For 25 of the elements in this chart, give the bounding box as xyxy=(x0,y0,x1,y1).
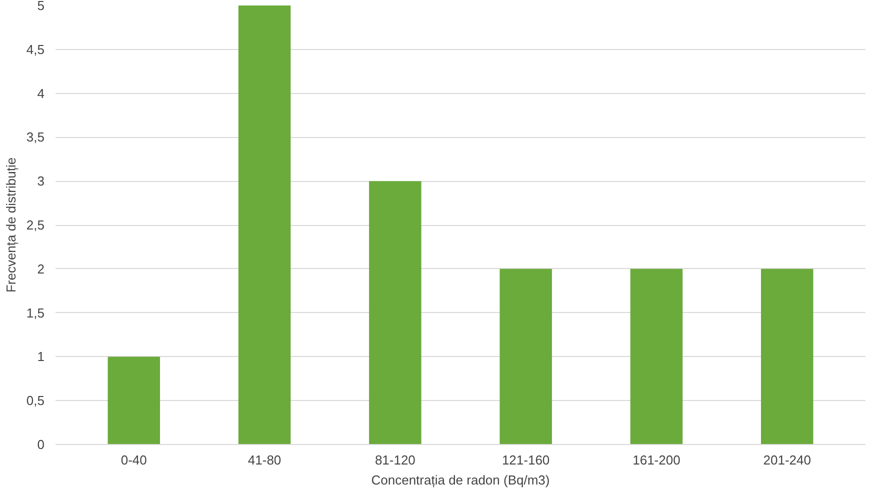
bar xyxy=(630,268,683,444)
y-tick-label: 4,5 xyxy=(26,42,45,57)
x-tick-label: 121-160 xyxy=(502,452,550,468)
bar xyxy=(760,268,814,444)
y-tick-label: 3,5 xyxy=(26,130,45,145)
y-tick-label: 1,5 xyxy=(26,305,45,320)
y-tick-label: 0,5 xyxy=(26,393,45,408)
x-axis-title: Concentrația de radon (Bq/m3) xyxy=(371,472,550,488)
y-tick-label: 3 xyxy=(37,174,45,189)
bar xyxy=(108,356,160,444)
y-tick-label: 1 xyxy=(37,349,45,364)
x-tick-label: 81-120 xyxy=(374,452,416,468)
bar xyxy=(238,6,291,444)
bar xyxy=(500,268,552,444)
y-tick-label: 4 xyxy=(37,86,45,101)
y-tick-label: 5 xyxy=(37,0,45,13)
x-tick-label: 201-240 xyxy=(763,452,811,468)
x-tick-label: 41-80 xyxy=(248,452,282,468)
y-tick-label: 2,5 xyxy=(26,218,45,232)
bar xyxy=(369,181,422,444)
y-axis-title: Frecvența de distribuție xyxy=(3,157,18,293)
y-tick-label: 0 xyxy=(37,437,45,452)
x-tick-label: 0-40 xyxy=(120,452,147,468)
x-tick-label: 161-200 xyxy=(632,452,680,468)
y-tick-label: 2 xyxy=(37,261,45,276)
